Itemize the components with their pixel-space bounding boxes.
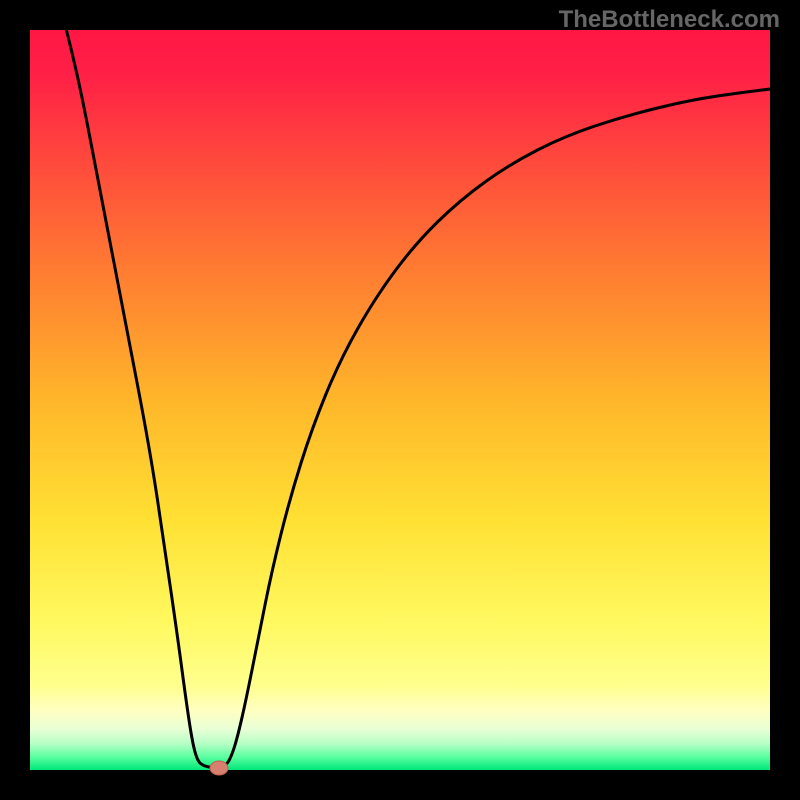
bottleneck-chart [0,0,800,800]
chart-container: TheBottleneck.com [0,0,800,800]
optimum-marker [210,761,228,775]
watermark-text: TheBottleneck.com [559,6,780,34]
